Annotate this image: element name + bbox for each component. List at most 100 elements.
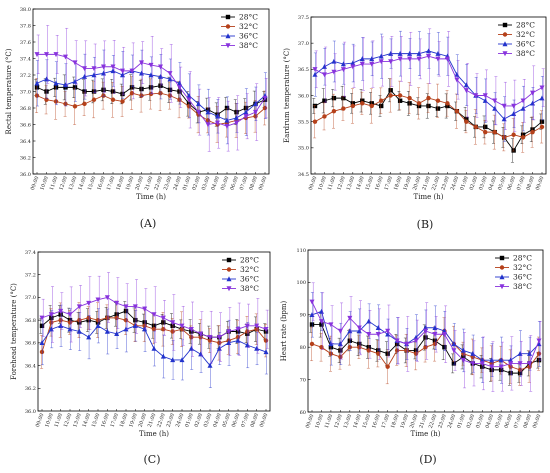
x-tick-label: 11:00 xyxy=(54,413,65,429)
y-tick-label: 36.8 xyxy=(20,106,31,112)
data-point xyxy=(328,341,334,347)
data-point xyxy=(357,345,362,350)
y-tick-label: 36.8 xyxy=(25,318,36,324)
legend-label: 32°C xyxy=(239,22,258,31)
data-point xyxy=(139,60,144,66)
data-point xyxy=(67,312,73,318)
data-point xyxy=(82,89,87,94)
data-point xyxy=(520,132,526,137)
data-point xyxy=(423,328,428,334)
data-point xyxy=(539,124,545,130)
data-point xyxy=(253,109,258,115)
data-point xyxy=(114,315,119,321)
data-point xyxy=(350,101,356,106)
y-tick-label: 70 xyxy=(300,377,306,383)
data-point xyxy=(160,315,166,321)
legend-marker xyxy=(502,22,508,28)
data-point xyxy=(262,105,268,111)
x-tick-label: 13:00 xyxy=(343,414,354,430)
y-tick-label: 36.0 xyxy=(298,93,309,99)
legend-label: 32°C xyxy=(516,30,535,39)
data-point xyxy=(72,60,78,66)
legend-entry: 28°C xyxy=(221,13,258,22)
data-point xyxy=(451,361,457,366)
x-tick-label: 23:00 xyxy=(440,176,451,192)
data-point xyxy=(423,335,428,340)
data-point xyxy=(243,114,249,119)
data-point xyxy=(101,64,106,70)
data-point xyxy=(376,351,381,356)
x-tick-label: 09:00 xyxy=(259,413,270,429)
y-tick-label: 100 xyxy=(296,280,306,286)
data-point xyxy=(63,54,68,60)
data-point xyxy=(167,87,173,93)
data-point xyxy=(170,329,175,334)
legend-label: 38°C xyxy=(516,49,535,58)
legend-entry: 38°C xyxy=(222,284,259,293)
legend-entry: 28°C xyxy=(495,254,532,263)
x-tick-label: 12:00 xyxy=(336,176,347,192)
data-point xyxy=(77,317,82,323)
data-point xyxy=(445,103,450,109)
data-point xyxy=(530,127,535,132)
data-point xyxy=(463,88,469,93)
data-point xyxy=(95,320,101,325)
data-point xyxy=(58,317,63,323)
data-point xyxy=(167,71,173,77)
x-tick-label: 22:00 xyxy=(153,176,164,192)
data-point xyxy=(39,349,45,355)
x-tick-label: 06:00 xyxy=(507,176,518,192)
x-tick-label: 01:00 xyxy=(184,413,195,429)
legend-marker xyxy=(225,14,231,20)
data-point xyxy=(263,327,269,332)
data-point xyxy=(397,93,403,98)
data-point xyxy=(322,114,327,119)
data-point xyxy=(366,318,372,324)
y-tick-label: 37.4 xyxy=(25,250,36,256)
legend-entry: 28°C xyxy=(498,21,535,30)
x-tick-label: 09:00 xyxy=(258,176,269,192)
data-point xyxy=(179,357,185,363)
legend-label: 28°C xyxy=(239,13,258,22)
x-tick-label: 24:00 xyxy=(172,176,183,192)
x-tick-label: 18:00 xyxy=(119,413,130,429)
data-point xyxy=(224,105,230,111)
data-point xyxy=(492,98,498,104)
data-point xyxy=(350,103,356,109)
series-2 xyxy=(312,30,545,142)
x-tick-label: 08:00 xyxy=(522,414,533,430)
data-point xyxy=(205,122,211,128)
data-point xyxy=(86,334,92,340)
x-tick-label: 16:00 xyxy=(374,176,385,192)
x-tick-label: 06:00 xyxy=(231,413,242,429)
legend-label: 36°C xyxy=(513,273,532,282)
data-point xyxy=(254,323,260,329)
y-tick-label: 37.8 xyxy=(20,23,31,29)
panel-label: (B) xyxy=(417,218,434,231)
legend-entry: 32°C xyxy=(498,30,535,39)
data-point xyxy=(360,101,365,106)
data-point xyxy=(444,56,450,62)
data-point xyxy=(123,317,129,323)
data-point xyxy=(123,308,129,314)
data-point xyxy=(139,93,144,98)
legend-label: 32°C xyxy=(513,263,532,272)
panel-b: 34.535.035.536.036.537.037.509:0010:0011… xyxy=(283,15,547,201)
data-point xyxy=(442,345,447,350)
data-point xyxy=(359,61,365,67)
data-point xyxy=(517,361,523,367)
legend-marker xyxy=(226,286,232,292)
data-point xyxy=(511,148,516,153)
data-point xyxy=(539,85,545,91)
legend-label: 28°C xyxy=(516,21,535,30)
y-tick-label: 36.2 xyxy=(25,386,36,392)
x-tick-label: 04:00 xyxy=(488,176,499,192)
data-point xyxy=(388,88,393,93)
x-tick-label: 13:00 xyxy=(346,176,357,192)
data-point xyxy=(53,99,59,104)
x-tick-label: 14:00 xyxy=(355,176,366,192)
data-point xyxy=(328,351,334,356)
panel-c: 36.036.236.436.636.837.037.237.409:0010:… xyxy=(10,250,271,438)
data-point xyxy=(72,78,78,84)
x-tick-label: 14:00 xyxy=(82,413,93,429)
